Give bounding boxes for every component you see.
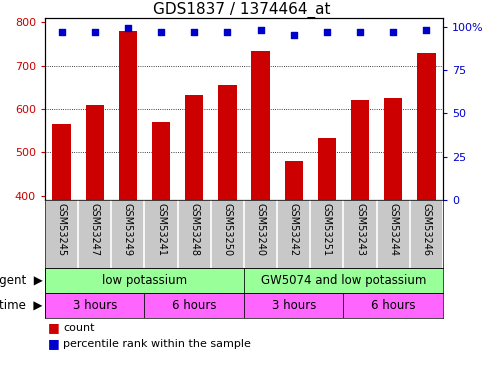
Text: 6 hours: 6 hours — [172, 299, 216, 312]
Text: GSM53242: GSM53242 — [289, 203, 299, 256]
Text: GSM53251: GSM53251 — [322, 203, 332, 256]
Bar — [119, 31, 137, 200]
Text: percentile rank within the sample: percentile rank within the sample — [63, 339, 251, 349]
Bar — [218, 85, 237, 200]
Bar — [318, 138, 336, 200]
Bar — [417, 53, 436, 200]
Text: GSM53243: GSM53243 — [355, 203, 365, 256]
Text: ■: ■ — [47, 338, 59, 351]
Point — [224, 29, 231, 35]
Text: 6 hours: 6 hours — [371, 299, 415, 312]
Text: GSM53246: GSM53246 — [421, 203, 431, 256]
Bar — [144, 293, 244, 318]
Text: GSM53245: GSM53245 — [57, 203, 67, 256]
Text: GSM53240: GSM53240 — [256, 203, 266, 256]
Point — [157, 29, 165, 35]
Bar — [85, 105, 104, 200]
Point — [91, 29, 99, 35]
Point — [124, 26, 132, 32]
Text: GSM53244: GSM53244 — [388, 203, 398, 256]
Text: time  ▶: time ▶ — [0, 299, 43, 312]
Point — [323, 29, 331, 35]
Bar — [45, 268, 244, 293]
Bar — [152, 122, 170, 200]
Text: GSM53247: GSM53247 — [90, 203, 100, 256]
Text: 3 hours: 3 hours — [72, 299, 117, 312]
Bar — [244, 268, 443, 293]
Point — [389, 29, 397, 35]
Bar — [45, 293, 144, 318]
Text: GSM53248: GSM53248 — [189, 203, 199, 256]
Bar — [343, 293, 443, 318]
Text: count: count — [63, 323, 95, 333]
Bar — [244, 293, 343, 318]
Point — [190, 29, 198, 35]
Text: GDS1837 / 1374464_at: GDS1837 / 1374464_at — [153, 2, 330, 18]
Bar — [284, 161, 303, 200]
Text: 3 hours: 3 hours — [271, 299, 316, 312]
Text: GSM53241: GSM53241 — [156, 203, 166, 256]
Text: ■: ■ — [47, 321, 59, 334]
Text: low potassium: low potassium — [102, 274, 187, 287]
Point — [58, 29, 66, 35]
Bar — [185, 95, 203, 200]
Bar — [351, 100, 369, 200]
Text: GSM53249: GSM53249 — [123, 203, 133, 256]
Point — [356, 29, 364, 35]
Text: GW5074 and low potassium: GW5074 and low potassium — [261, 274, 426, 287]
Bar — [384, 98, 402, 200]
Point — [423, 27, 430, 33]
Bar — [53, 124, 71, 200]
Point — [257, 27, 265, 33]
Point — [290, 32, 298, 38]
Text: GSM53250: GSM53250 — [222, 203, 232, 256]
Text: agent  ▶: agent ▶ — [0, 274, 43, 287]
Bar — [252, 51, 270, 200]
